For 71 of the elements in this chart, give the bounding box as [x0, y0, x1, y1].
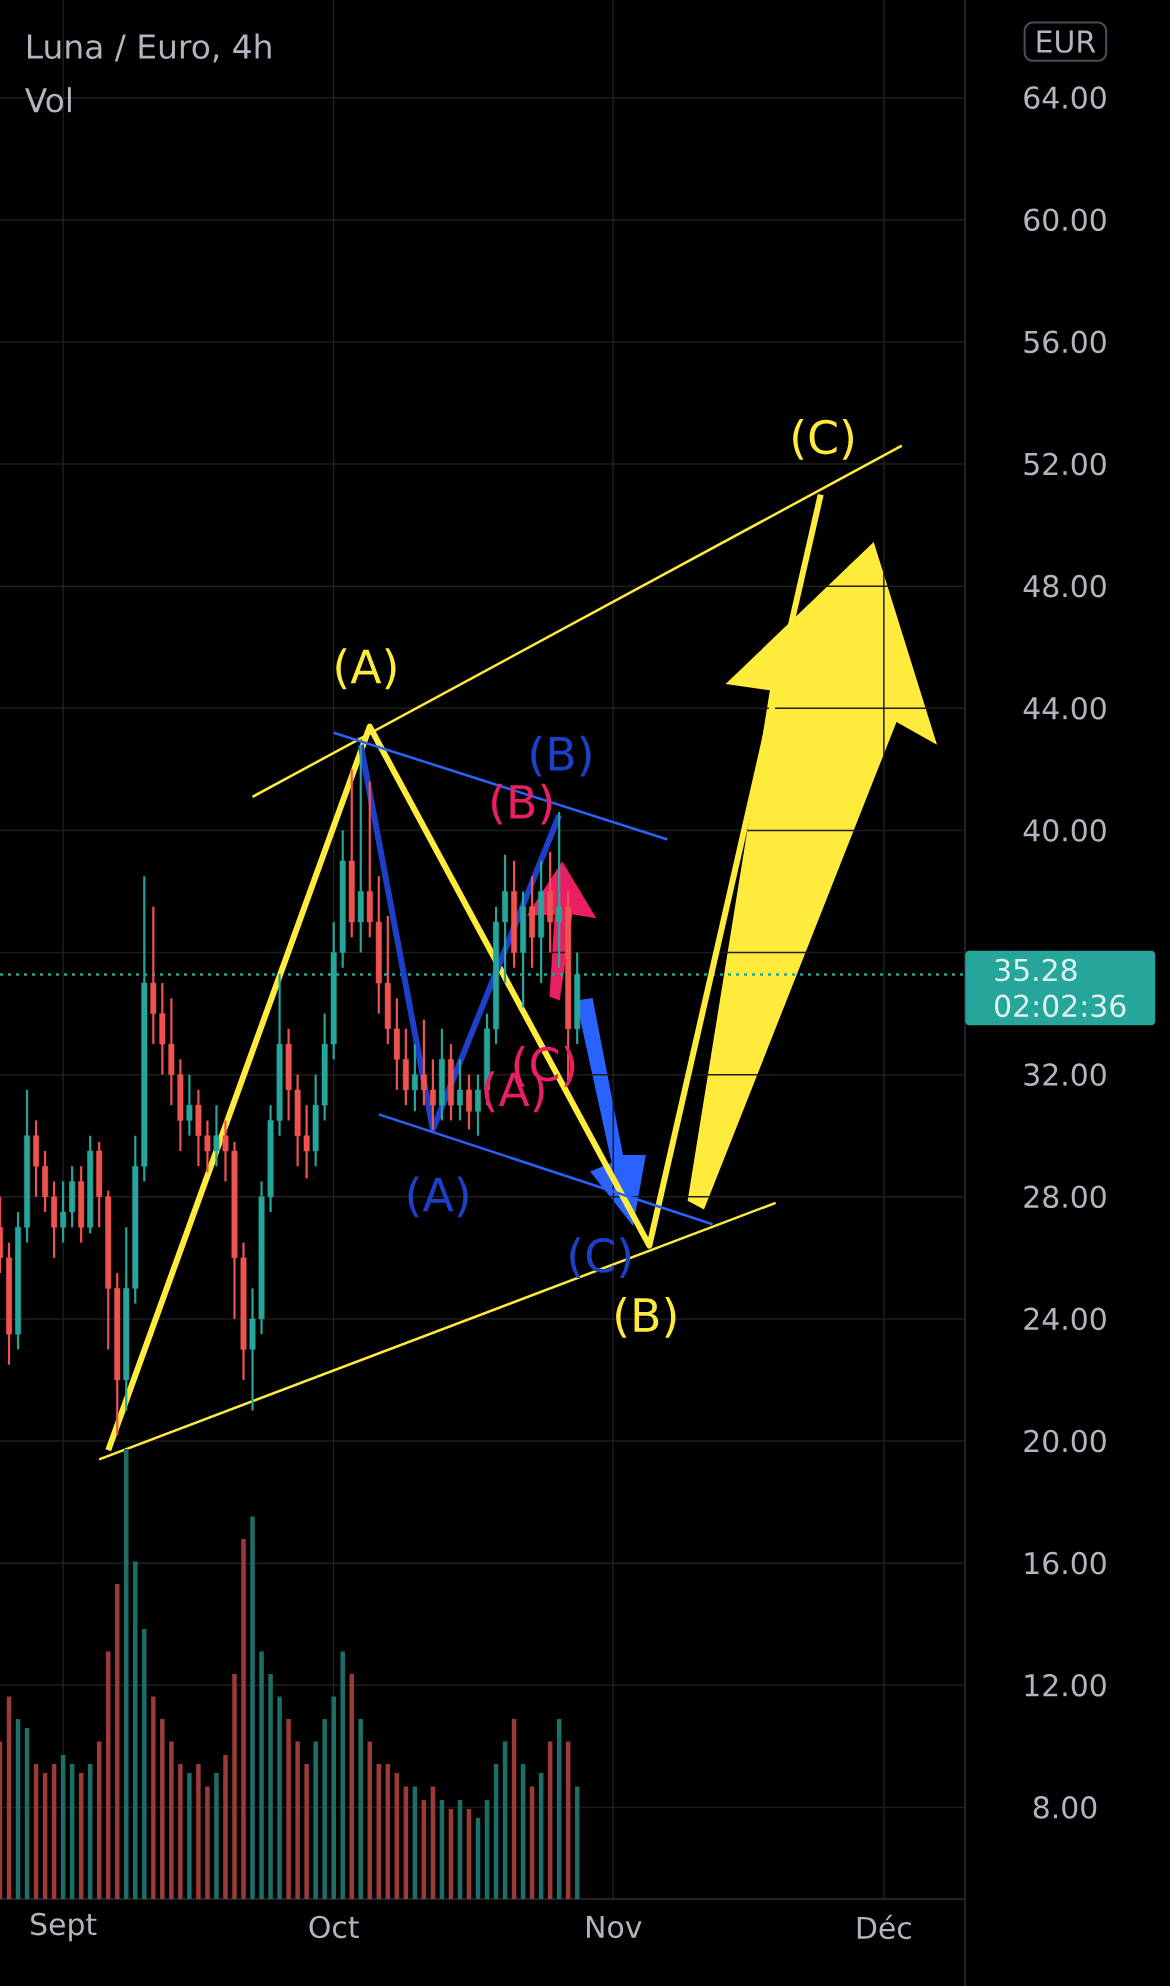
candlestick [411, 1043, 418, 1113]
candlestick [222, 1119, 229, 1183]
bar [277, 1696, 282, 1899]
bar [160, 1719, 165, 1899]
bar [358, 1719, 364, 1899]
annotation: (B) [616, 1296, 676, 1338]
bar [268, 1674, 273, 1899]
text: EUR [1037, 30, 1096, 53]
text: 02:02:36 [995, 994, 1126, 1018]
bar [250, 1516, 255, 1899]
bar [151, 1696, 156, 1899]
candlestick [186, 1073, 193, 1137]
bar [214, 1773, 219, 1899]
bar [349, 1674, 354, 1899]
bar [340, 1651, 345, 1899]
bar [313, 1741, 318, 1899]
bar [133, 1561, 138, 1899]
bar [304, 1764, 309, 1899]
bar [187, 1773, 192, 1899]
y-tick-label: 28.00 [1024, 1185, 1106, 1209]
bar [196, 1764, 201, 1899]
candlestick [303, 1104, 310, 1180]
y-tick-label: 60.00 [1024, 208, 1106, 232]
y-tick-label: 52.00 [1024, 452, 1106, 476]
bar [322, 1719, 327, 1899]
y-tick-label: 24.00 [1024, 1307, 1106, 1331]
candlestick [204, 1119, 211, 1174]
y-tick-label: 12.00 [1025, 1673, 1106, 1697]
bar [124, 1449, 129, 1899]
y-tick-label: 64.00 [1024, 86, 1106, 109]
annotation: (C) [793, 418, 853, 460]
candlestick [457, 1058, 463, 1122]
y-tick-label: 44.00 [1023, 696, 1106, 720]
candlestick [475, 1073, 481, 1137]
bar [232, 1674, 237, 1899]
ref-line-label: 35.28 [995, 958, 1077, 982]
bar [205, 1786, 210, 1899]
y-tick-label: 20.00 [1024, 1429, 1106, 1453]
x-tick-label: Sept [31, 1912, 97, 1942]
annotation: (C) [570, 1237, 631, 1279]
y-tick-label: 8.00 [1033, 1796, 1097, 1819]
annotation: (A) [336, 648, 396, 690]
y-tick-label: 16.00 [1025, 1551, 1106, 1575]
x-tick-label: Oct [309, 1915, 359, 1939]
candlestick [429, 1058, 436, 1131]
chart-title: Vol [25, 87, 71, 113]
bar [223, 1755, 228, 1899]
bar [241, 1539, 246, 1899]
bar [169, 1741, 174, 1899]
annotation: (B) [492, 783, 552, 825]
bar [178, 1764, 183, 1899]
candlestick [213, 1104, 220, 1168]
bar [295, 1741, 300, 1899]
y-tick-label: 32.00 [1024, 1063, 1106, 1086]
bar [142, 1629, 147, 1899]
candlestick [466, 1073, 472, 1131]
annotation: (B) [531, 735, 591, 777]
bar [114, 1584, 120, 1899]
x-tick-label: Nov [587, 1915, 642, 1939]
bar [286, 1719, 291, 1899]
bar [331, 1696, 336, 1899]
y-tick-label: 56.00 [1024, 330, 1106, 354]
candlestick [420, 1018, 427, 1107]
text: Luna / Euro, 4h [27, 33, 271, 63]
candlestick [556, 810, 563, 969]
annotation: (A) [408, 1176, 468, 1218]
y-tick-label: 48.00 [1023, 574, 1106, 598]
bar [259, 1651, 264, 1899]
x-tick-label: Déc [857, 1914, 911, 1940]
candlestick [60, 1180, 67, 1244]
y-tick-label: 40.00 [1023, 819, 1106, 842]
